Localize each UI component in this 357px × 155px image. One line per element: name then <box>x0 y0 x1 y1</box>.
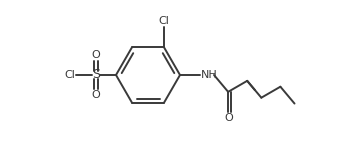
Text: Cl: Cl <box>64 70 75 80</box>
Text: O: O <box>225 113 233 123</box>
Text: S: S <box>92 69 100 82</box>
Text: Cl: Cl <box>159 16 170 26</box>
Text: NH: NH <box>201 70 218 80</box>
Text: O: O <box>92 90 100 100</box>
Text: O: O <box>92 50 100 60</box>
